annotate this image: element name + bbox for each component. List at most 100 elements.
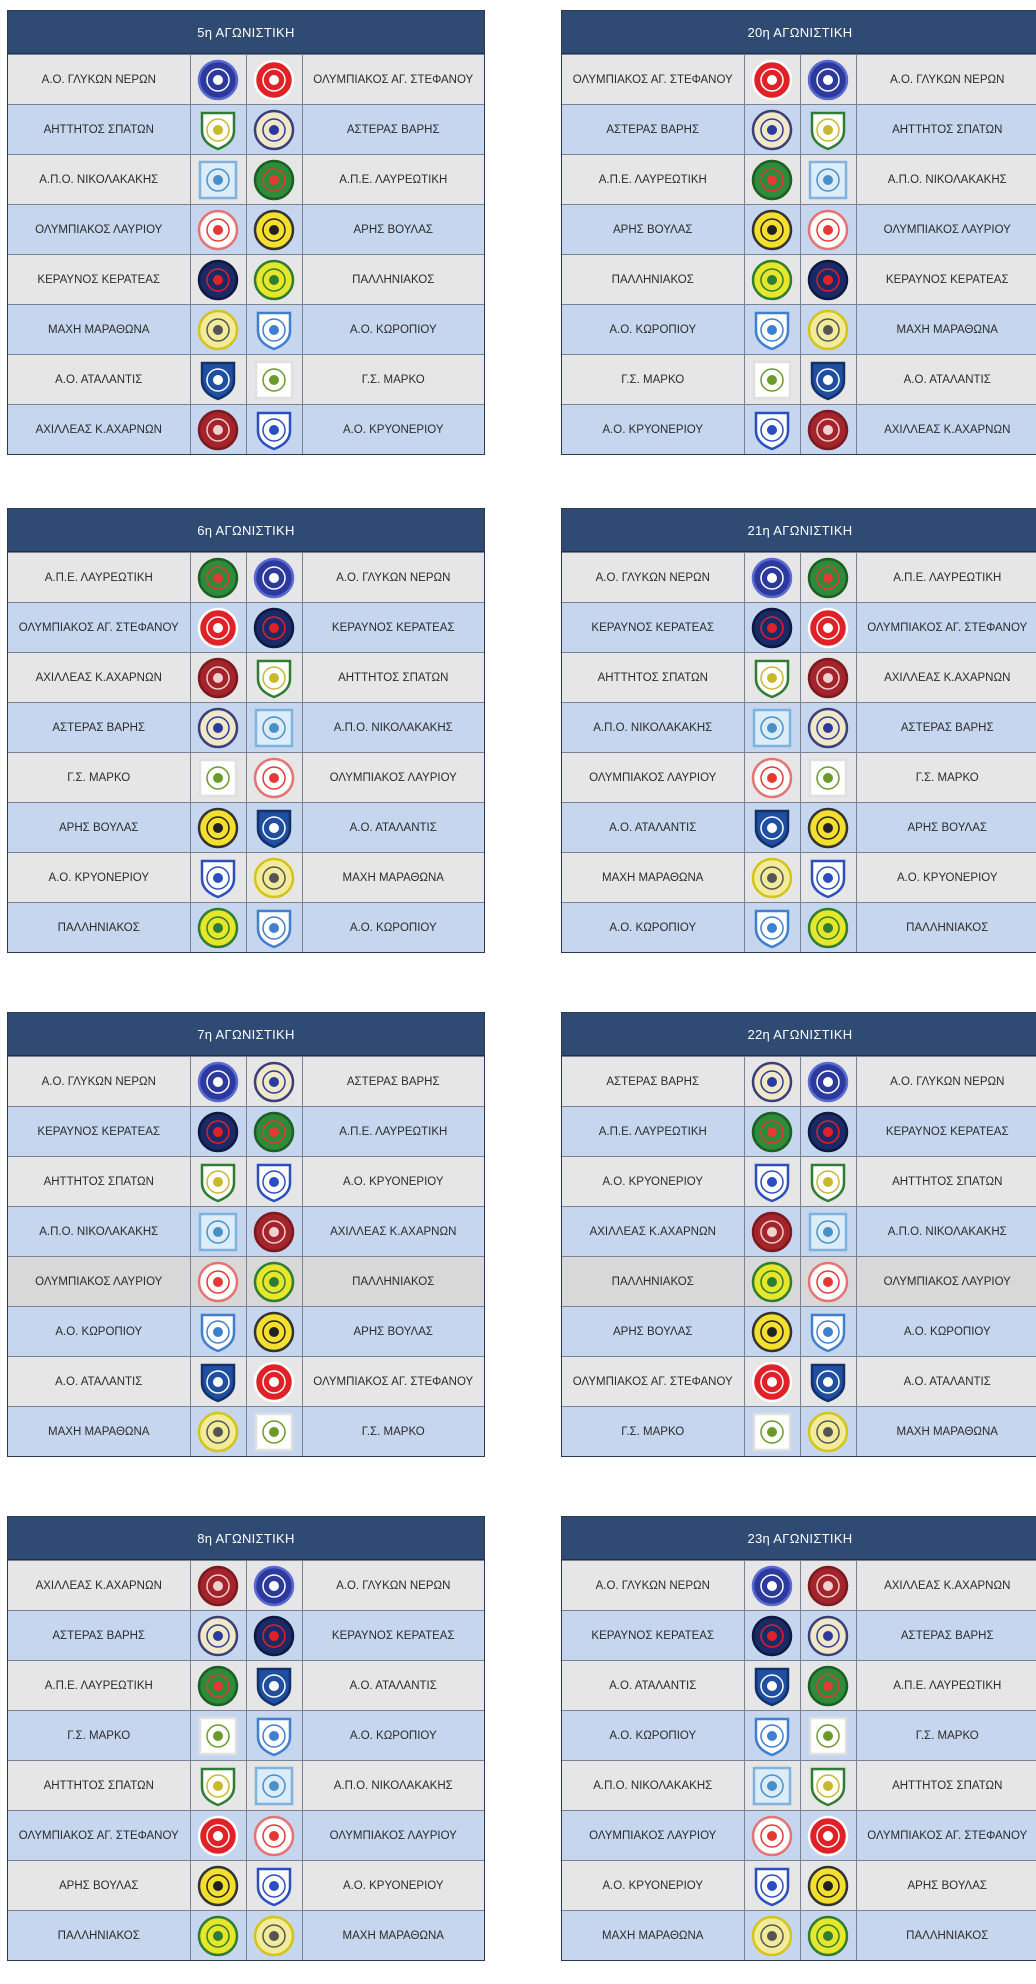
home-team-name: Α.Ο. ΚΩΡΟΠΙΟΥ <box>609 1729 697 1742</box>
home-team-name: Γ.Σ. ΜΑΡΚΟ <box>621 1425 685 1438</box>
match-row: Γ.Σ. ΜΑΡΚΟ ΟΛΥΜΠΙΑΚΟΣ ΛΑΥΡΙΟΥ <box>8 752 484 802</box>
keravnos-keratea-crest-icon <box>245 1611 303 1660</box>
away-team-name: ΜΑΧΗ ΜΑΡΑΘΩΝΑ <box>342 1929 444 1942</box>
away-team-name: ΠΑΛΛΗΝΙΑΚΟΣ <box>352 1275 435 1288</box>
away-team-name: Γ.Σ. ΜΑΡΚΟ <box>361 1425 425 1438</box>
match-row: Α.Π.Ε. ΛΑΥΡΕΩΤΙΚΗ Α.Ο. ΓΛΥΚΩΝ ΝΕΡΩΝ <box>8 552 484 602</box>
away-team-name: ΠΑΛΛΗΝΙΑΚΟΣ <box>906 1929 989 1942</box>
match-row: ΑΣΤΕΡΑΣ ΒΑΡΗΣ Α.Π.Ο. ΝΙΚΟΛΑΚΑΚΗΣ <box>8 702 484 752</box>
round-title: 23η ΑΓΩΝΙΣΤΙΚΗ <box>562 1517 1036 1560</box>
home-team-name: Α.Ο. ΚΩΡΟΠΙΟΥ <box>609 921 697 934</box>
ao-kryoneriou-crest-icon <box>799 853 857 902</box>
home-team-name: Α.Ο. ΑΤΑΛΑΝΤΙΣ <box>609 821 697 834</box>
away-team-name: Α.Ο. ΑΤΑΛΑΝΤΙΣ <box>903 1375 991 1388</box>
away-team-name: Α.Π.Ε. ΛΑΥΡΕΩΤΙΚΗ <box>339 1125 448 1138</box>
match-row: ΜΑΧΗ ΜΑΡΑΘΩΝΑ Α.Ο. ΚΡΥΟΝΕΡΙΟΥ <box>562 852 1036 902</box>
match-row: Α.Π.Ο. ΝΙΚΟΛΑΚΑΚΗΣ ΑΧΙΛΛΕΑΣ Κ.ΑΧΑΡΝΩΝ <box>8 1206 484 1256</box>
home-team-name: ΑΗΤΤΗΤΟΣ ΣΠΑΤΩΝ <box>43 1175 154 1188</box>
home-team-name: ΑΣΤΕΡΑΣ ΒΑΡΗΣ <box>606 1075 700 1088</box>
away-team-name: Α.Ο. ΓΛΥΚΩΝ ΝΕΡΩΝ <box>336 571 451 584</box>
home-team-name: Α.Ο. ΓΛΥΚΩΝ ΝΕΡΩΝ <box>41 73 156 86</box>
match-row: ΟΛΥΜΠΙΑΚΟΣ ΛΑΥΡΙΟΥ ΠΑΛΛΗΝΙΑΚΟΣ <box>8 1256 484 1306</box>
asteras-varis-crest-icon <box>245 1057 303 1106</box>
olympiakos-ag-stefanou-crest-icon <box>245 1357 303 1406</box>
away-team-name: ΚΕΡΑΥΝΟΣ ΚΕΡΑΤΕΑΣ <box>331 621 455 634</box>
aittitos-spatwn-crest-icon <box>189 1761 246 1810</box>
away-team-name: ΚΕΡΑΥΝΟΣ ΚΕΡΑΤΕΑΣ <box>331 1629 455 1642</box>
match-row: ΟΛΥΜΠΙΑΚΟΣ ΑΓ. ΣΤΕΦΑΝΟΥ ΚΕΡΑΥΝΟΣ ΚΕΡΑΤΕΑΣ <box>8 602 484 652</box>
round-title: 8η ΑΓΩΝΙΣΤΙΚΗ <box>8 1517 484 1560</box>
aris-voulas-crest-icon <box>189 1861 246 1910</box>
home-team-name: Α.Ο. ΑΤΑΛΑΝΤΙΣ <box>55 1375 143 1388</box>
match-row: ΚΕΡΑΥΝΟΣ ΚΕΡΑΤΕΑΣ ΑΣΤΕΡΑΣ ΒΑΡΗΣ <box>562 1610 1036 1660</box>
away-team-name: Α.Π.Ο. ΝΙΚΟΛΑΚΑΚΗΣ <box>887 173 1007 186</box>
palliniakos-crest-icon <box>743 1257 800 1306</box>
match-row: Α.Ο. ΑΤΑΛΑΝΤΙΣ Α.Π.Ε. ΛΑΥΡΕΩΤΙΚΗ <box>562 1660 1036 1710</box>
olympiakos-ag-stefanou-crest-icon <box>799 1811 857 1860</box>
match-row: Α.Ο. ΓΛΥΚΩΝ ΝΕΡΩΝ ΑΣΤΕΡΑΣ ΒΑΡΗΣ <box>8 1056 484 1106</box>
aris-voulas-crest-icon <box>245 1307 303 1356</box>
ape-lavreotiki-crest-icon <box>743 1107 800 1156</box>
maxi-marathona-crest-icon <box>189 305 246 354</box>
away-team-name: ΑΗΤΤΗΤΟΣ ΣΠΑΤΩΝ <box>338 671 449 684</box>
away-team-name: Α.Π.Ε. ΛΑΥΡΕΩΤΙΚΗ <box>893 1679 1002 1692</box>
home-team-name: ΚΕΡΑΥΝΟΣ ΚΕΡΑΤΕΑΣ <box>591 1629 715 1642</box>
home-team-name: Α.Ο. ΓΛΥΚΩΝ ΝΕΡΩΝ <box>595 571 710 584</box>
ao-atalantis-crest-icon <box>799 1357 857 1406</box>
home-team-name: ΑΡΗΣ ΒΟΥΛΑΣ <box>613 223 693 236</box>
match-row: Α.Π.Ε. ΛΑΥΡΕΩΤΙΚΗ ΚΕΡΑΥΝΟΣ ΚΕΡΑΤΕΑΣ <box>562 1106 1036 1156</box>
aittitos-spatwn-crest-icon <box>799 105 857 154</box>
home-team-name: Α.Π.Ο. ΝΙΚΟΛΑΚΑΚΗΣ <box>39 1225 159 1238</box>
keravnos-keratea-crest-icon <box>799 255 857 304</box>
away-team-name: ΑΡΗΣ ΒΟΥΛΑΣ <box>353 1325 433 1338</box>
glykon-nerwn-crest-icon <box>189 55 246 104</box>
home-team-name: ΜΑΧΗ ΜΑΡΑΘΩΝΑ <box>48 323 150 336</box>
away-team-name: ΑΗΤΤΗΤΟΣ ΣΠΑΤΩΝ <box>892 1779 1003 1792</box>
ao-koropiou-crest-icon <box>245 305 303 354</box>
apo-nikolakakis-crest-icon <box>799 155 857 204</box>
match-row: ΟΛΥΜΠΙΑΚΟΣ ΑΓ. ΣΤΕΦΑΝΟΥ ΟΛΥΜΠΙΑΚΟΣ ΛΑΥΡΙΟ… <box>8 1810 484 1860</box>
home-team-name: Γ.Σ. ΜΑΡΚΟ <box>621 373 685 386</box>
olympiakos-lavriou-crest-icon <box>245 753 303 802</box>
axilleas-k-axarnwn-crest-icon <box>799 1561 857 1610</box>
glykon-nerwn-crest-icon <box>189 1057 246 1106</box>
home-team-name: ΠΑΛΛΗΝΙΑΚΟΣ <box>57 1929 140 1942</box>
away-team-name: ΚΕΡΑΥΝΟΣ ΚΕΡΑΤΕΑΣ <box>885 273 1009 286</box>
match-row: Α.Ο. ΓΛΥΚΩΝ ΝΕΡΩΝ ΑΧΙΛΛΕΑΣ Κ.ΑΧΑΡΝΩΝ <box>562 1560 1036 1610</box>
match-row: Α.Π.Ε. ΛΑΥΡΕΩΤΙΚΗ Α.Π.Ο. ΝΙΚΟΛΑΚΑΚΗΣ <box>562 154 1036 204</box>
home-team-name: Γ.Σ. ΜΑΡΚΟ <box>67 771 131 784</box>
keravnos-keratea-crest-icon <box>245 603 303 652</box>
keravnos-keratea-crest-icon <box>189 1107 246 1156</box>
home-team-name: ΑΡΗΣ ΒΟΥΛΑΣ <box>59 821 139 834</box>
ao-koropiou-crest-icon <box>743 903 800 952</box>
match-row: ΑΡΗΣ ΒΟΥΛΑΣ Α.Ο. ΚΡΥΟΝΕΡΙΟΥ <box>8 1860 484 1910</box>
home-team-name: Α.Π.Ο. ΝΙΚΟΛΑΚΑΚΗΣ <box>39 173 159 186</box>
home-team-name: Α.Π.Ε. ΛΑΥΡΕΩΤΙΚΗ <box>44 1679 153 1692</box>
match-row: ΟΛΥΜΠΙΑΚΟΣ ΛΑΥΡΙΟΥ ΟΛΥΜΠΙΑΚΟΣ ΑΓ. ΣΤΕΦΑΝΟ… <box>562 1810 1036 1860</box>
match-row: ΑΣΤΕΡΑΣ ΒΑΡΗΣ Α.Ο. ΓΛΥΚΩΝ ΝΕΡΩΝ <box>562 1056 1036 1106</box>
home-team-name: ΚΕΡΑΥΝΟΣ ΚΕΡΑΤΕΑΣ <box>591 621 715 634</box>
axilleas-k-axarnwn-crest-icon <box>189 405 246 454</box>
away-team-name: ΑΣΤΕΡΑΣ ΒΑΡΗΣ <box>900 721 994 734</box>
match-row: Α.Ο. ΚΩΡΟΠΙΟΥ ΠΑΛΛΗΝΙΑΚΟΣ <box>562 902 1036 952</box>
away-team-name: Α.Ο. ΚΩΡΟΠΙΟΥ <box>349 323 437 336</box>
gs-marko-crest-icon <box>189 753 246 802</box>
home-team-name: ΑΣΤΕΡΑΣ ΒΑΡΗΣ <box>52 721 146 734</box>
home-team-name: Α.Π.Ε. ΛΑΥΡΕΩΤΙΚΗ <box>598 1125 707 1138</box>
olympiakos-lavriou-crest-icon <box>189 1257 246 1306</box>
fixture-round-table: 6η ΑΓΩΝΙΣΤΙΚΗ Α.Π.Ε. ΛΑΥΡΕΩΤΙΚΗ Α.Ο. ΓΛΥΚΩ… <box>7 508 485 953</box>
match-row: ΜΑΧΗ ΜΑΡΑΘΩΝΑ Γ.Σ. ΜΑΡΚΟ <box>8 1406 484 1456</box>
away-team-name: ΠΑΛΛΗΝΙΑΚΟΣ <box>906 921 989 934</box>
home-team-name: ΚΕΡΑΥΝΟΣ ΚΕΡΑΤΕΑΣ <box>37 273 161 286</box>
away-team-name: ΠΑΛΛΗΝΙΑΚΟΣ <box>352 273 435 286</box>
away-team-name: Α.Ο. ΑΤΑΛΑΝΤΙΣ <box>349 1679 437 1692</box>
olympiakos-ag-stefanou-crest-icon <box>189 1811 246 1860</box>
gs-marko-crest-icon <box>245 1407 303 1456</box>
keravnos-keratea-crest-icon <box>189 255 246 304</box>
match-row: ΚΕΡΑΥΝΟΣ ΚΕΡΑΤΕΑΣ ΟΛΥΜΠΙΑΚΟΣ ΑΓ. ΣΤΕΦΑΝΟΥ <box>562 602 1036 652</box>
home-team-name: Α.Ο. ΓΛΥΚΩΝ ΝΕΡΩΝ <box>595 1579 710 1592</box>
aittitos-spatwn-crest-icon <box>799 1761 857 1810</box>
ao-atalantis-crest-icon <box>743 1661 800 1710</box>
axilleas-k-axarnwn-crest-icon <box>245 1207 303 1256</box>
home-team-name: Α.Ο. ΓΛΥΚΩΝ ΝΕΡΩΝ <box>41 1075 156 1088</box>
